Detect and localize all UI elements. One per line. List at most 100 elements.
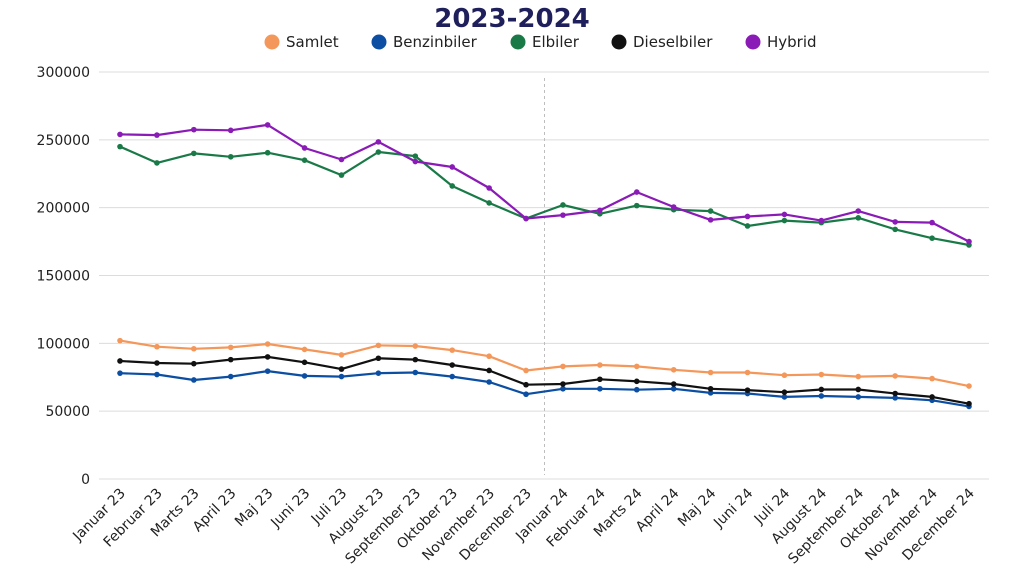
data-point[interactable] bbox=[412, 153, 419, 159]
data-point[interactable] bbox=[191, 126, 197, 133]
legend-item-benzinbiler[interactable]: Benzinbiler bbox=[371, 33, 478, 51]
data-point[interactable] bbox=[523, 367, 529, 374]
data-point[interactable] bbox=[227, 153, 234, 160]
data-point[interactable] bbox=[633, 386, 640, 393]
data-point[interactable] bbox=[670, 385, 677, 392]
data-point[interactable] bbox=[227, 344, 234, 351]
data-point[interactable] bbox=[781, 372, 788, 379]
data-point[interactable] bbox=[818, 371, 825, 378]
data-point[interactable] bbox=[966, 238, 972, 245]
data-point[interactable] bbox=[375, 355, 382, 362]
data-point[interactable] bbox=[486, 353, 492, 360]
data-point[interactable] bbox=[523, 215, 529, 222]
data-point[interactable] bbox=[744, 369, 751, 376]
data-point[interactable] bbox=[892, 219, 898, 225]
data-point[interactable] bbox=[892, 373, 898, 379]
data-point[interactable] bbox=[338, 172, 345, 178]
data-point[interactable] bbox=[670, 381, 677, 387]
data-point[interactable] bbox=[154, 371, 160, 378]
data-point[interactable] bbox=[301, 373, 308, 379]
data-point[interactable] bbox=[597, 207, 603, 214]
data-point[interactable] bbox=[523, 381, 529, 388]
data-point[interactable] bbox=[892, 395, 898, 401]
data-point[interactable] bbox=[449, 362, 456, 368]
data-point[interactable] bbox=[560, 385, 566, 392]
data-point[interactable] bbox=[633, 202, 640, 209]
data-point[interactable] bbox=[670, 366, 677, 373]
data-point[interactable] bbox=[560, 363, 566, 370]
data-point[interactable] bbox=[301, 145, 308, 151]
data-point[interactable] bbox=[929, 375, 935, 382]
legend-item-samlet[interactable]: Samlet bbox=[264, 33, 339, 51]
data-point[interactable] bbox=[375, 149, 382, 155]
data-point[interactable] bbox=[929, 219, 935, 226]
data-point[interactable] bbox=[449, 183, 456, 189]
data-point[interactable] bbox=[781, 217, 788, 224]
data-point[interactable] bbox=[227, 127, 234, 134]
data-point[interactable] bbox=[707, 369, 714, 376]
data-point[interactable] bbox=[560, 202, 566, 208]
data-point[interactable] bbox=[412, 356, 419, 363]
data-point[interactable] bbox=[301, 359, 308, 366]
data-point[interactable] bbox=[855, 208, 862, 214]
data-point[interactable] bbox=[633, 189, 640, 195]
data-point[interactable] bbox=[338, 156, 345, 163]
data-point[interactable] bbox=[117, 131, 123, 138]
data-point[interactable] bbox=[264, 122, 271, 128]
data-point[interactable] bbox=[117, 143, 123, 150]
data-point[interactable] bbox=[154, 132, 160, 138]
data-point[interactable] bbox=[781, 394, 788, 400]
data-point[interactable] bbox=[301, 346, 308, 353]
data-point[interactable] bbox=[375, 139, 382, 145]
data-point[interactable] bbox=[486, 185, 492, 191]
data-point[interactable] bbox=[412, 343, 419, 349]
data-point[interactable] bbox=[670, 204, 677, 210]
data-point[interactable] bbox=[191, 150, 197, 157]
data-point[interactable] bbox=[892, 226, 898, 233]
data-point[interactable] bbox=[966, 383, 972, 389]
data-point[interactable] bbox=[191, 360, 197, 367]
data-point[interactable] bbox=[929, 235, 935, 241]
data-point[interactable] bbox=[523, 391, 529, 398]
data-point[interactable] bbox=[338, 366, 345, 372]
data-point[interactable] bbox=[818, 393, 825, 399]
data-point[interactable] bbox=[597, 385, 603, 392]
data-point[interactable] bbox=[855, 373, 862, 380]
legend-item-dieselbiler[interactable]: Dieselbiler bbox=[611, 33, 714, 51]
data-point[interactable] bbox=[560, 212, 566, 218]
data-point[interactable] bbox=[154, 360, 160, 366]
data-point[interactable] bbox=[744, 387, 751, 393]
data-point[interactable] bbox=[264, 354, 271, 360]
data-point[interactable] bbox=[338, 352, 345, 358]
data-point[interactable] bbox=[264, 149, 271, 156]
data-point[interactable] bbox=[227, 373, 234, 380]
data-point[interactable] bbox=[264, 341, 271, 347]
data-point[interactable] bbox=[597, 376, 603, 383]
data-point[interactable] bbox=[633, 378, 640, 385]
data-point[interactable] bbox=[966, 400, 972, 407]
data-point[interactable] bbox=[707, 385, 714, 392]
data-point[interactable] bbox=[449, 373, 456, 380]
data-point[interactable] bbox=[707, 390, 714, 396]
data-point[interactable] bbox=[301, 157, 308, 163]
data-point[interactable] bbox=[486, 200, 492, 206]
data-point[interactable] bbox=[597, 362, 603, 368]
data-point[interactable] bbox=[707, 217, 714, 223]
data-point[interactable] bbox=[855, 386, 862, 393]
data-point[interactable] bbox=[154, 160, 160, 166]
data-point[interactable] bbox=[117, 358, 123, 364]
data-point[interactable] bbox=[154, 343, 160, 350]
data-point[interactable] bbox=[744, 213, 751, 220]
data-point[interactable] bbox=[227, 356, 234, 363]
data-point[interactable] bbox=[375, 370, 382, 376]
data-point[interactable] bbox=[855, 394, 862, 400]
data-point[interactable] bbox=[486, 379, 492, 385]
legend-item-hybrid[interactable]: Hybrid bbox=[745, 33, 817, 51]
data-point[interactable] bbox=[412, 369, 419, 376]
data-point[interactable] bbox=[412, 158, 419, 165]
data-point[interactable] bbox=[633, 363, 640, 370]
data-point[interactable] bbox=[818, 217, 825, 224]
data-point[interactable] bbox=[375, 342, 382, 349]
data-point[interactable] bbox=[818, 386, 825, 393]
data-point[interactable] bbox=[560, 381, 566, 387]
